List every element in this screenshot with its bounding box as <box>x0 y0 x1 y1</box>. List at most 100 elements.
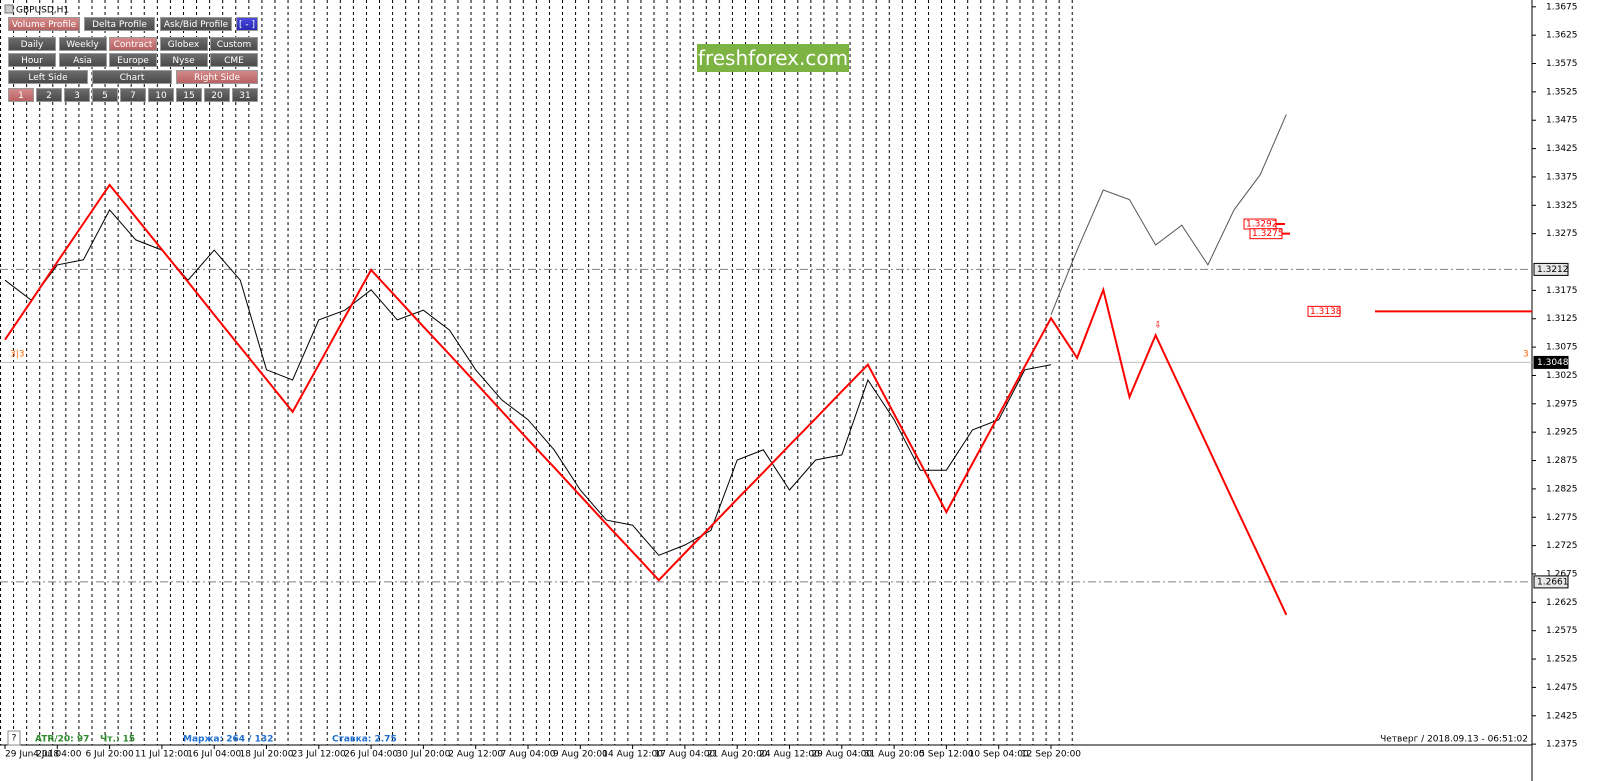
button[interactable]: 10 <box>148 88 174 102</box>
help[interactable]: ? <box>12 734 17 744</box>
x-tick-label: 9 Aug 20:00 <box>553 750 608 760</box>
y-tick-label: 1.3625 <box>1546 31 1578 41</box>
price-line <box>1050 114 1287 315</box>
button[interactable]: 1 <box>8 88 34 102</box>
profile-tag-label: 1.3275 <box>1252 229 1284 239</box>
help-box[interactable] <box>7 730 21 746</box>
y-tick-label: 1.2775 <box>1546 513 1578 523</box>
button[interactable]: Nyse <box>159 53 208 67</box>
y-tick-label: 1.3275 <box>1546 229 1578 239</box>
button[interactable]: Right Side <box>176 70 258 84</box>
x-tick-label: 24 Aug 12:00 <box>759 750 820 760</box>
price-line <box>4 183 1288 616</box>
x-tick-label: 18 Jul 20:00 <box>240 750 294 760</box>
y-tick-label: 1.3675 <box>1546 2 1578 12</box>
symbol: GBPUSD,H1 <box>16 6 69 16</box>
button[interactable]: 31 <box>232 88 258 102</box>
button[interactable]: 7 <box>120 88 146 102</box>
y-tick-label: 1.3375 <box>1546 172 1578 182</box>
x-tick-label: 23 Jul 12:00 <box>292 750 346 760</box>
y-tick-label: 1.3525 <box>1546 87 1578 97</box>
x-tick-label: 2 Aug 12:00 <box>448 750 503 760</box>
button[interactable]: Globex <box>159 37 208 51</box>
button[interactable]: Volume Profile <box>8 17 80 31</box>
datetime: Четверг / 2018.09.13 - 06:51:02 <box>1380 735 1528 745</box>
button[interactable]: 15 <box>176 88 202 102</box>
y-tick-label: 1.3425 <box>1546 144 1578 154</box>
profile-tag <box>1307 305 1341 317</box>
price-tag <box>1533 355 1569 369</box>
button[interactable]: Left Side <box>8 70 88 84</box>
price-tag-label: 1.3048 <box>1537 358 1569 368</box>
y-tick-label: 1.2925 <box>1546 428 1578 438</box>
price-tag-label: 1.3212 <box>1537 265 1569 275</box>
y-tick-label: 1.2675 <box>1546 569 1578 579</box>
x-tick-label: 16 Jul 04:00 <box>187 750 241 760</box>
button[interactable]: Contract <box>109 37 157 51</box>
y-tick-label: 1.3475 <box>1546 116 1578 126</box>
button[interactable]: 5 <box>92 88 118 102</box>
price-tag-label: 1.2661 <box>1537 577 1569 587</box>
x-tick-label: 29 Aug 04:00 <box>811 750 872 760</box>
y-tick-label: 1.2375 <box>1546 740 1578 750</box>
y-tick-label: 1.2525 <box>1546 655 1578 665</box>
price-tag <box>1533 575 1569 589</box>
y-tick-label: 1.2975 <box>1546 399 1578 409</box>
profile-tag <box>1249 228 1283 240</box>
left-count: 3|3 <box>10 350 24 360</box>
right-count: 3 <box>1523 350 1529 360</box>
button[interactable]: Asia <box>58 53 107 67</box>
button[interactable]: 20 <box>204 88 230 102</box>
y-tick-label: 1.2625 <box>1546 598 1578 608</box>
y-tick-label: 1.3325 <box>1546 201 1578 211</box>
x-tick-label: 21 Aug 20:00 <box>707 750 768 760</box>
button[interactable]: Weekly <box>58 37 107 51</box>
button[interactable]: Hour <box>8 53 56 67</box>
y-tick-label: 1.3125 <box>1546 314 1578 324</box>
profile-tag-label: 1.3138 <box>1310 307 1342 317</box>
y-tick-label: 1.2425 <box>1546 711 1578 721</box>
button[interactable]: Europe <box>109 53 157 67</box>
y-tick-label: 1.2875 <box>1546 456 1578 466</box>
button[interactable]: Delta Profile <box>84 17 155 31</box>
button[interactable]: Ask/Bid Profile <box>160 17 232 31</box>
x-tick-label: 17 Aug 04:00 <box>655 750 716 760</box>
x-tick-label: 5 Sep 12:00 <box>919 750 974 760</box>
y-tick-label: 1.3575 <box>1546 59 1578 69</box>
profile-tag-label: 1.3292 <box>1246 220 1278 230</box>
x-tick-label: 6 Jul 20:00 <box>85 750 134 760</box>
y-tick-label: 1.3025 <box>1546 371 1578 381</box>
x-tick-label: 29 Jun 2018 <box>5 750 59 760</box>
x-tick-label: 14 Aug 12:00 <box>602 750 663 760</box>
price-tag <box>1533 262 1569 276</box>
x-tick-label: 12 Sep 20:00 <box>1021 750 1081 760</box>
button[interactable]: Daily <box>8 37 56 51</box>
y-tick-label: 1.3175 <box>1546 286 1578 296</box>
button[interactable]: CME <box>210 53 258 67</box>
button[interactable]: 3 <box>64 88 90 102</box>
x-tick-label: 31 Aug 20:00 <box>864 750 925 760</box>
symbol-icon <box>4 4 14 14</box>
x-tick-label: 30 Jul 20:00 <box>396 750 450 760</box>
x-tick-label: 26 Jul 04:00 <box>344 750 398 760</box>
atr: ATR/20: 97 <box>35 735 89 745</box>
button[interactable]: Custom <box>210 37 258 51</box>
y-tick-label: 1.2575 <box>1546 626 1578 636</box>
hours: Чт.: 15 <box>100 735 135 745</box>
button[interactable]: 2 <box>36 88 62 102</box>
button[interactable]: [ - ] <box>236 17 258 31</box>
x-tick-label: 4 Jul 04:00 <box>33 750 82 760</box>
margin: Маржа: 264 / 132 <box>183 735 273 745</box>
y-tick-label: 1.2725 <box>1546 541 1578 551</box>
arrow: ⇩ <box>1154 321 1162 331</box>
x-tick-label: 10 Sep 04:00 <box>969 750 1029 760</box>
button[interactable]: Chart <box>92 70 172 84</box>
y-tick-label: 1.2825 <box>1546 484 1578 494</box>
period-separators <box>0 0 1073 745</box>
x-tick-label: 11 Jul 12:00 <box>135 750 189 760</box>
y-tick-label: 1.3075 <box>1546 343 1578 353</box>
watermark: freshforex.com <box>697 44 849 72</box>
x-tick-label: 7 Aug 04:00 <box>501 750 556 760</box>
